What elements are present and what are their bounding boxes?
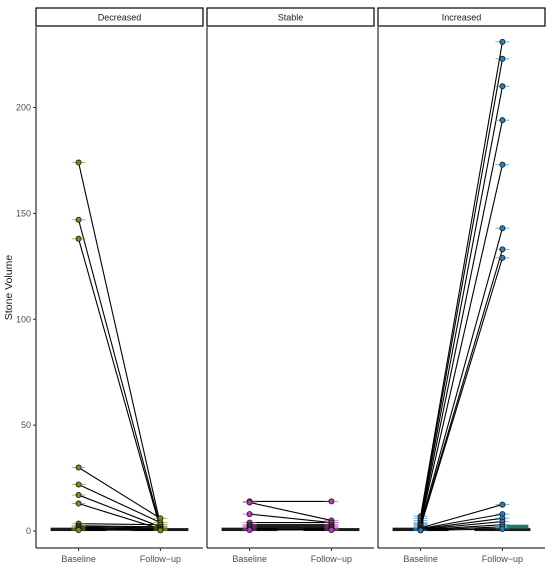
- pair-line: [420, 228, 503, 525]
- pair-line: [78, 219, 161, 527]
- pair-line: [78, 525, 161, 528]
- baseline-point: [75, 464, 82, 471]
- followup-point: [499, 38, 506, 45]
- strip-label: Decreased: [98, 13, 142, 23]
- followup-point: [499, 55, 506, 62]
- followup-point: [328, 526, 335, 533]
- pair-line: [78, 502, 161, 530]
- y-axis: 0 50 100 150 200: [16, 102, 36, 536]
- pair-line: [420, 513, 503, 530]
- pair-line: [78, 494, 161, 528]
- pair-line: [78, 526, 161, 529]
- pair-line: [420, 164, 503, 524]
- y-tick-label: 0: [26, 526, 31, 536]
- strip-box: [35, 7, 204, 27]
- x-tick-label: Follow−up: [140, 554, 181, 564]
- facet-panels: Decreased Baseline Follow−up Stable Baseline…: [35, 7, 546, 564]
- followup-point: [499, 525, 506, 532]
- x-tick-label: Baseline: [403, 554, 438, 564]
- followup-point: [499, 161, 506, 168]
- baseline-point: [75, 216, 82, 223]
- baseline-point: [75, 492, 82, 499]
- y-tick-label: 150: [16, 208, 31, 218]
- baseline-point: [75, 159, 82, 166]
- pair-line: [249, 513, 332, 524]
- y-tick-label: 50: [21, 420, 31, 430]
- panel-increased: Increased Baseline Follow−up: [377, 7, 546, 564]
- pair-line: [420, 249, 503, 526]
- baseline-point: [75, 500, 82, 507]
- pair-line: [78, 467, 161, 519]
- pair-line: [420, 257, 503, 527]
- followup-point: [499, 501, 506, 508]
- strip-box: [377, 7, 546, 27]
- followup-point: [499, 117, 506, 124]
- followup-point: [499, 225, 506, 232]
- pair-line: [420, 520, 503, 530]
- pair-line: [420, 517, 503, 530]
- baseline-point: [246, 526, 253, 533]
- x-tick-label: Baseline: [61, 554, 96, 564]
- pair-line: [420, 120, 503, 523]
- pair-line: [420, 504, 503, 529]
- y-axis-title: Stone Volume: [3, 255, 15, 321]
- followup-point: [499, 254, 506, 261]
- panel-stable: Stable Baseline Follow−up: [206, 7, 375, 564]
- strip-label: Increased: [442, 13, 482, 23]
- pair-line: [420, 86, 503, 521]
- baseline-point: [75, 526, 82, 533]
- pair-line: [249, 501, 332, 522]
- x-tick-label: Follow−up: [311, 554, 352, 564]
- strip-label: Stable: [278, 13, 304, 23]
- followup-box: [506, 524, 529, 529]
- baseline-point: [75, 235, 82, 242]
- baseline-point: [246, 511, 253, 518]
- followup-point: [328, 498, 335, 505]
- followup-point: [499, 83, 506, 90]
- x-tick-label: Follow−up: [482, 554, 523, 564]
- baseline-point: [75, 481, 82, 488]
- pair-line: [78, 162, 161, 525]
- pair-line: [78, 238, 161, 530]
- pair-line: [78, 527, 161, 530]
- pair-line: [420, 58, 503, 519]
- baseline-point: [417, 527, 424, 534]
- followup-point: [157, 527, 164, 534]
- pair-line: [420, 528, 503, 531]
- pair-line: [420, 524, 503, 531]
- strip-box: [206, 7, 375, 27]
- y-tick-label: 100: [16, 314, 31, 324]
- followup-point: [499, 246, 506, 253]
- baseline-point: [246, 499, 253, 506]
- x-tick-label: Baseline: [232, 554, 267, 564]
- y-tick-label: 200: [16, 102, 31, 112]
- pair-line: [420, 41, 503, 517]
- pair-line: [78, 523, 161, 526]
- panel-decreased: Decreased Baseline Follow−up: [35, 7, 204, 564]
- pair-line: [78, 483, 161, 524]
